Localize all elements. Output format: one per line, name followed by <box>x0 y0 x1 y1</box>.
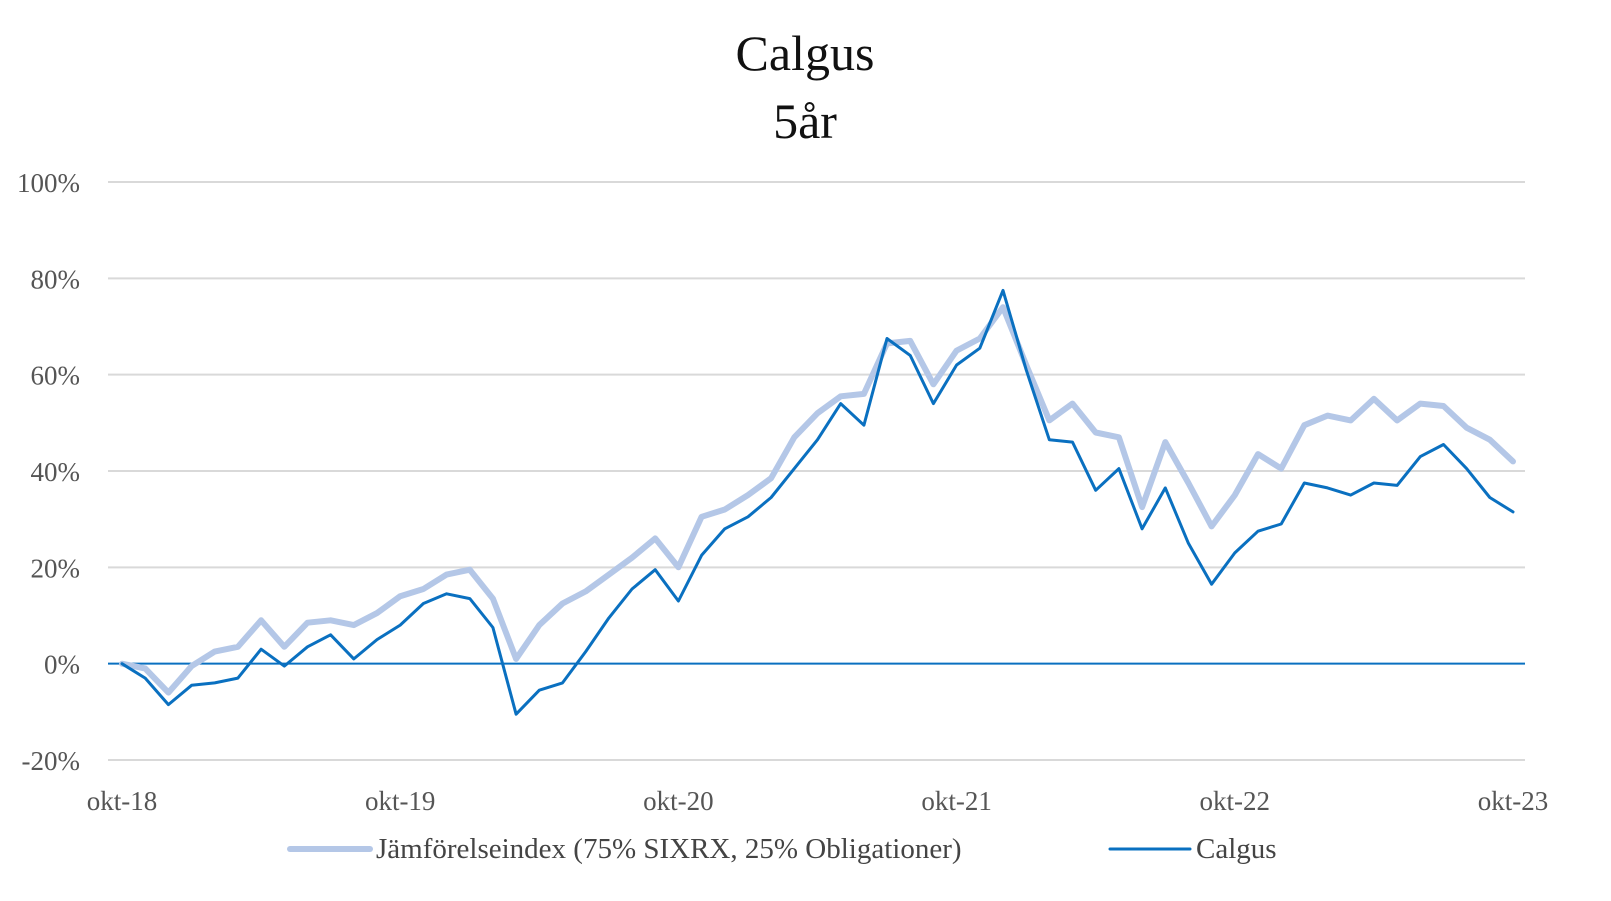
series-line-calgus <box>120 288 1515 716</box>
y-tick-label: 100% <box>17 168 80 198</box>
x-tick-label: okt-22 <box>1200 786 1271 816</box>
y-tick-label: 0% <box>44 650 80 680</box>
y-tick-label: -20% <box>22 746 80 776</box>
x-tick-label: okt-21 <box>921 786 992 816</box>
chart-subtitle: 5år <box>773 93 837 149</box>
y-tick-label: 20% <box>31 553 81 583</box>
gridlines <box>108 181 1525 761</box>
x-tick-label: okt-23 <box>1478 786 1549 816</box>
series-line-benchmark <box>119 304 1516 696</box>
x-axis-ticks: okt-18 okt-19 okt-20 okt-21 okt-22 okt-23 <box>87 786 1549 816</box>
x-tick-label: okt-19 <box>365 786 436 816</box>
y-tick-label: 40% <box>31 457 81 487</box>
y-tick-label: 60% <box>31 361 81 391</box>
x-tick-label: okt-20 <box>643 786 714 816</box>
legend-label: Jämförelseindex (75% SIXRX, 25% Obligati… <box>376 833 962 865</box>
legend: Jämförelseindex (75% SIXRX, 25% Obligati… <box>287 833 1277 865</box>
legend-label: Calgus <box>1196 833 1277 865</box>
chart-title: Calgus <box>736 25 875 81</box>
y-axis-ticks: 100% 80% 60% 40% 20% 0% -20% <box>17 168 80 776</box>
series-lines <box>119 288 1516 716</box>
x-tick-label: okt-18 <box>87 786 158 816</box>
y-tick-label: 80% <box>31 264 81 294</box>
